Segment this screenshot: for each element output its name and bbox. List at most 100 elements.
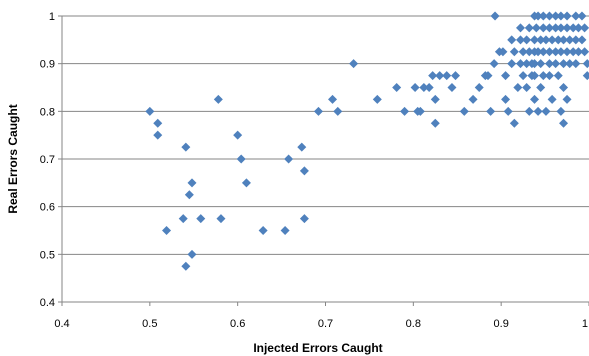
data-point: [536, 59, 546, 69]
data-point: [551, 59, 561, 69]
x-tick-labels: 0.4 0.5 0.6 0.7 0.8 0.9 1: [54, 302, 589, 330]
data-point: [299, 166, 309, 176]
data-point: [522, 35, 532, 45]
data-point: [559, 59, 569, 69]
data-point: [553, 35, 563, 45]
data-point: [459, 106, 469, 116]
data-point: [538, 71, 548, 81]
data-point: [486, 106, 496, 116]
x-tick-label: 0.5: [142, 318, 157, 330]
data-point: [372, 94, 382, 104]
data-point: [530, 71, 540, 81]
data-point: [258, 226, 268, 235]
data-point: [498, 47, 508, 57]
data-point: [410, 83, 420, 92]
data-point: [573, 47, 583, 57]
y-tick-label: 0.6: [40, 202, 55, 214]
data-point: [544, 11, 554, 21]
data-points: [145, 11, 589, 271]
data-point: [515, 59, 525, 69]
data-point: [551, 23, 561, 33]
data-point: [187, 178, 197, 188]
data-point: [524, 23, 534, 33]
data-point: [565, 35, 575, 45]
data-point: [430, 94, 440, 104]
data-point: [582, 59, 589, 69]
data-point: [233, 130, 243, 140]
x-axis-title: Injected Errors Caught: [253, 341, 382, 355]
data-point: [559, 118, 569, 128]
data-point: [489, 59, 499, 69]
data-point: [181, 142, 191, 152]
data-point: [435, 71, 445, 81]
data-point: [509, 118, 519, 128]
data-point: [562, 94, 572, 104]
y-axis-title: Real Errors Caught: [6, 104, 20, 213]
data-point: [178, 214, 188, 224]
data-point: [474, 83, 484, 92]
x-tick-label: 0.7: [318, 318, 333, 330]
data-point: [509, 47, 519, 57]
data-point: [153, 130, 163, 140]
data-point: [415, 106, 425, 116]
data-point: [518, 71, 528, 81]
data-point: [442, 71, 452, 81]
data-point: [580, 47, 589, 57]
data-point: [553, 71, 563, 81]
data-point: [515, 23, 525, 33]
data-point: [162, 226, 172, 235]
data-point: [501, 94, 511, 104]
data-point: [507, 59, 517, 69]
data-point: [501, 71, 511, 81]
y-tick-label: 1: [49, 11, 55, 23]
data-point: [571, 59, 581, 69]
x-tick-label: 0.6: [230, 318, 245, 330]
data-point: [490, 11, 500, 21]
y-tick-label: 0.5: [40, 249, 55, 261]
data-point: [547, 35, 557, 45]
data-point: [541, 106, 551, 116]
x-tick-label: 1: [582, 318, 588, 330]
data-point: [544, 23, 554, 33]
data-point: [580, 23, 589, 33]
data-point: [547, 94, 557, 104]
data-point: [559, 83, 569, 92]
data-point: [447, 83, 457, 92]
data-point: [541, 35, 551, 45]
data-point: [556, 106, 566, 116]
y-tick-label: 0.4: [40, 297, 55, 309]
data-point: [530, 94, 540, 104]
data-point: [503, 106, 513, 116]
data-point: [556, 11, 566, 21]
data-point: [562, 47, 572, 57]
data-point: [313, 106, 323, 116]
data-point: [196, 214, 206, 224]
data-point: [559, 35, 569, 45]
y-tick-label: 0.9: [40, 59, 55, 71]
data-point: [297, 142, 307, 152]
data-point: [571, 11, 581, 21]
data-point: [533, 47, 543, 57]
data-point: [551, 47, 561, 57]
data-point: [533, 11, 543, 21]
data-point: [544, 59, 554, 69]
data-point: [299, 214, 309, 224]
data-point: [533, 106, 543, 116]
y-tick-label: 0.7: [40, 154, 55, 166]
data-point: [153, 118, 163, 128]
data-point: [538, 23, 548, 33]
data-point: [531, 23, 541, 33]
data-point: [349, 59, 359, 69]
data-point: [522, 83, 532, 92]
data-point: [241, 178, 251, 188]
data-point: [483, 71, 493, 81]
data-point: [562, 23, 572, 33]
data-point: [577, 11, 587, 21]
data-point: [577, 35, 587, 45]
data-point: [544, 71, 554, 81]
data-point: [524, 47, 534, 57]
data-point: [568, 23, 578, 33]
data-point: [328, 94, 338, 104]
data-point: [187, 249, 197, 259]
